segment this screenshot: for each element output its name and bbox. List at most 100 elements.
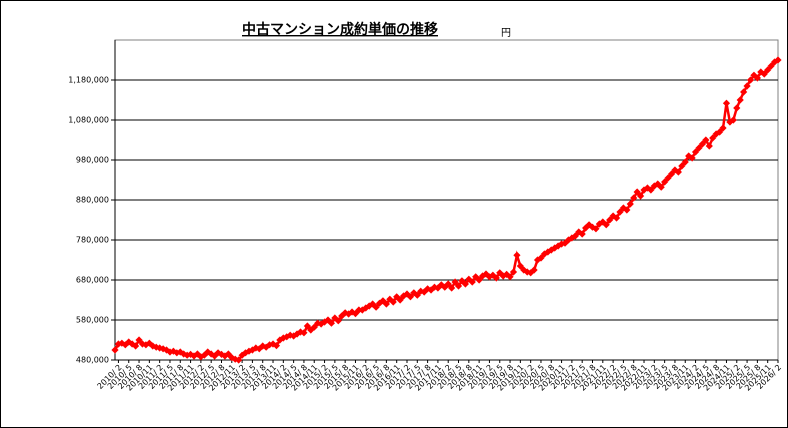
data-point	[389, 298, 397, 306]
data-point	[592, 225, 600, 233]
unit-label: 円	[501, 28, 511, 39]
data-point	[716, 128, 724, 136]
data-point	[623, 206, 631, 214]
data-point	[691, 148, 700, 156]
data-point	[709, 134, 717, 142]
data-point	[441, 283, 449, 291]
data-point	[300, 329, 308, 337]
data-point	[743, 82, 751, 90]
y-tick-label: 880,000	[76, 196, 109, 205]
data-point	[214, 349, 222, 357]
y-tick-label: 780,000	[76, 236, 109, 245]
data-point	[636, 192, 645, 200]
data-point	[334, 317, 342, 325]
data-point	[118, 339, 126, 347]
data-point	[530, 266, 538, 274]
data-point	[265, 341, 274, 349]
data-point	[489, 271, 497, 279]
data-point	[740, 88, 748, 96]
data-point	[523, 268, 531, 276]
data-point	[245, 347, 253, 355]
data-point	[375, 299, 384, 307]
y-tick-label: 980,000	[76, 156, 109, 165]
data-point	[757, 68, 765, 76]
data-point	[671, 166, 679, 174]
data-point	[314, 319, 322, 327]
data-point	[217, 350, 226, 358]
data-point	[595, 220, 603, 228]
data-point	[451, 278, 459, 286]
data-point	[664, 174, 672, 182]
data-point	[619, 204, 628, 212]
data-point	[132, 342, 140, 350]
data-point	[698, 140, 707, 148]
data-point	[657, 183, 665, 191]
data-point	[509, 268, 518, 276]
data-point	[667, 170, 676, 178]
data-point	[733, 104, 741, 112]
data-point	[465, 275, 473, 283]
data-point	[729, 116, 737, 124]
data-point	[417, 287, 425, 295]
data-point	[661, 178, 669, 186]
y-tick-label: 1,180,000	[68, 76, 109, 85]
data-point	[159, 345, 167, 353]
data-point	[506, 273, 514, 281]
data-point	[753, 74, 761, 82]
data-point	[616, 208, 624, 216]
data-point	[626, 200, 634, 208]
data-point	[571, 232, 579, 240]
data-point	[272, 342, 281, 350]
data-point	[602, 221, 610, 229]
data-point	[341, 309, 349, 317]
data-point	[406, 293, 415, 301]
data-point	[238, 351, 246, 359]
data-point	[520, 266, 528, 274]
data-point	[516, 262, 524, 270]
data-point	[262, 343, 270, 351]
data-point	[544, 248, 552, 256]
data-point	[643, 184, 652, 192]
data-point	[736, 96, 744, 104]
data-point	[413, 291, 421, 299]
y-tick-label: 1,080,000	[68, 116, 109, 125]
data-point	[770, 58, 779, 66]
y-tick-label: 480,000	[76, 356, 109, 365]
data-point	[135, 336, 143, 344]
data-point	[674, 168, 682, 176]
data-point	[382, 300, 390, 308]
data-point	[688, 154, 696, 162]
data-point	[612, 214, 621, 222]
data-point	[200, 351, 208, 359]
data-point	[599, 218, 607, 226]
data-point	[678, 162, 686, 170]
data-point	[255, 345, 263, 353]
data-point	[111, 346, 119, 354]
data-point	[726, 118, 734, 126]
data-point	[410, 289, 418, 297]
data-point	[640, 186, 648, 194]
data-point	[537, 254, 545, 262]
data-point	[746, 76, 755, 84]
data-point	[575, 228, 583, 236]
data-point	[633, 188, 641, 196]
data-point	[228, 354, 236, 362]
data-point	[760, 70, 768, 78]
y-tick-label: 580,000	[76, 316, 109, 325]
data-point	[396, 296, 404, 304]
data-point	[568, 234, 576, 242]
data-point	[461, 280, 469, 288]
data-point	[705, 142, 713, 150]
data-point	[454, 282, 463, 290]
data-point	[437, 281, 445, 289]
data-point	[472, 273, 480, 281]
data-point	[475, 276, 483, 284]
data-point	[578, 230, 586, 238]
data-point	[547, 246, 555, 254]
data-point	[444, 280, 452, 288]
data-point	[424, 285, 432, 293]
data-point	[496, 269, 504, 277]
data-point	[303, 322, 311, 330]
data-point	[393, 293, 401, 301]
